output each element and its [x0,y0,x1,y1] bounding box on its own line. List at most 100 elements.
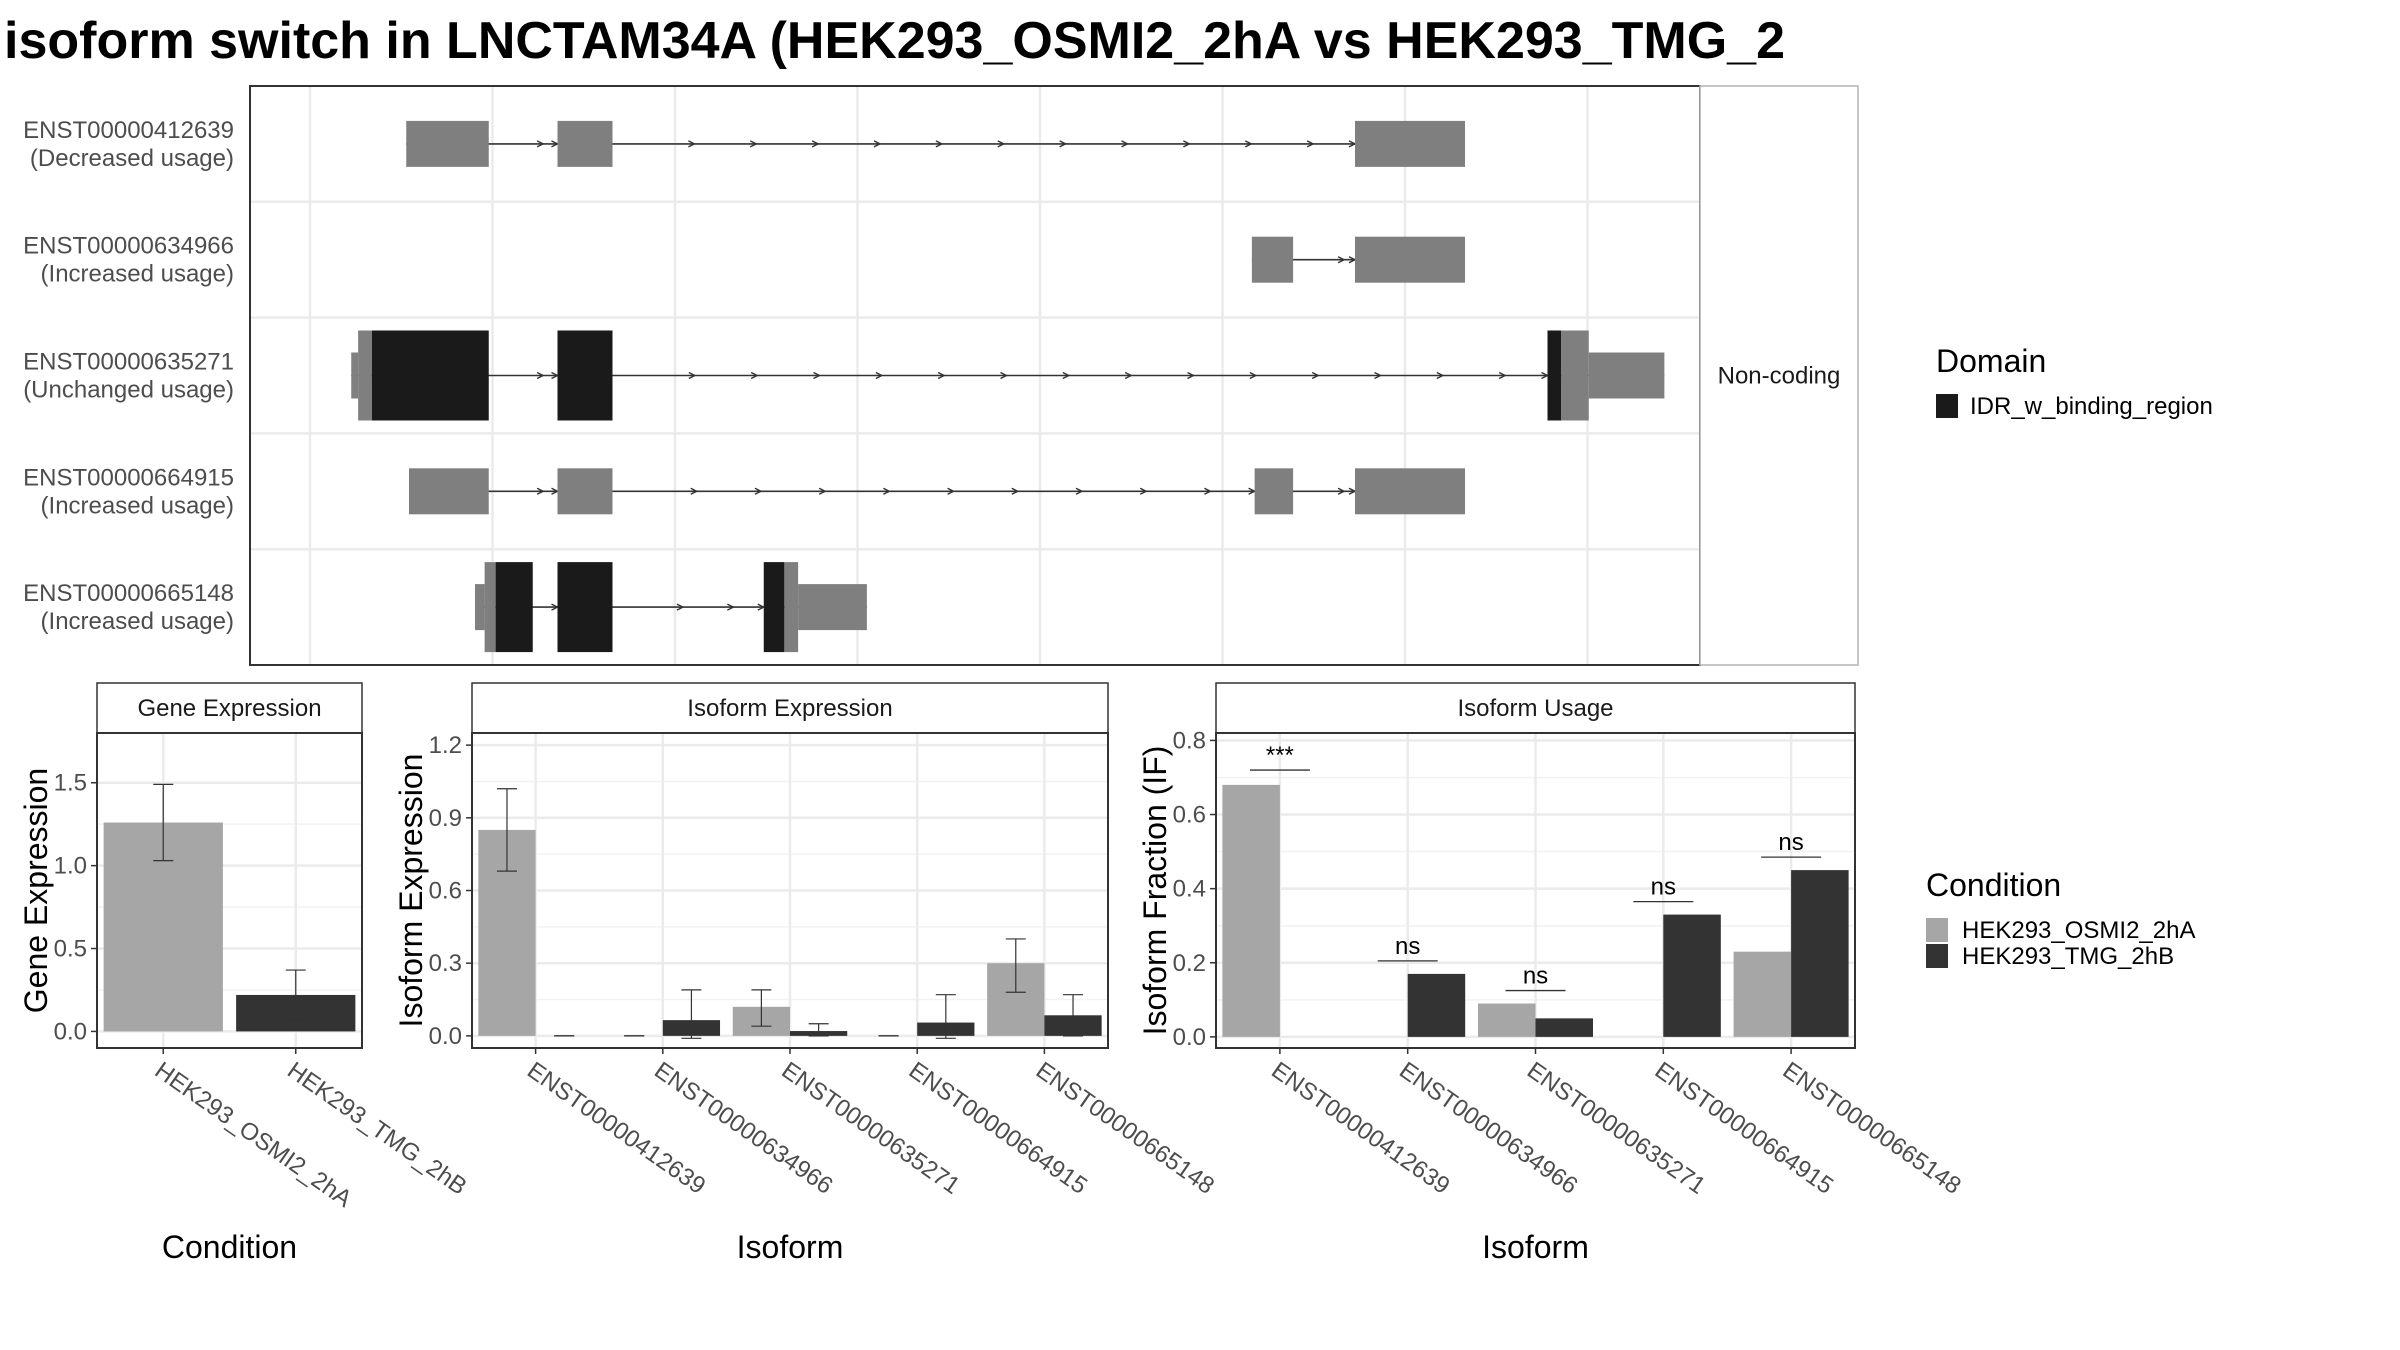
legend-label-domain: IDR_w_binding_region [1970,393,2213,420]
significance-label: ns [1395,933,1420,960]
strand-arrow [749,140,758,148]
isoform-usage-label: (Unchanged usage) [23,377,234,404]
bar [1477,1003,1536,1037]
strand-arrow [875,371,884,380]
noncoding-exon [1355,468,1465,515]
noncoding-exon [1355,236,1465,283]
x-axis-title: Isoform [737,1229,844,1265]
domain-exon [371,330,489,421]
noncoding-exon [1254,468,1294,515]
noncoding-exon [557,468,613,515]
isoform-id-label: ENST00000412639 [23,117,234,144]
legend-label-condition: HEK293_TMG_2hB [1962,943,2174,970]
facet-strip [1215,682,1856,734]
strand-arrow [676,603,685,611]
strand-arrow [1183,140,1191,148]
noncoding-exon [484,562,496,653]
y-tick-label: 0.2 [1173,950,1206,977]
facet-strip [1699,85,1859,666]
significance-label: ns [1651,874,1676,901]
strand-arrow [1000,371,1009,380]
strand-arrow [1121,140,1130,148]
strand-arrow [873,140,882,148]
x-axis-title: Condition [162,1229,297,1265]
noncoding-exon [1561,330,1589,421]
isoform-id-label: ENST00000635271 [23,349,234,376]
domain-exon [495,562,533,653]
bar [1535,1018,1594,1037]
y-tick-label: 0.3 [429,950,462,977]
noncoding-exon [409,468,489,515]
strand-arrow [688,140,696,148]
isoform-structure-panel: ENST00000412639(Decreased usage) ENST0000… [23,85,1859,666]
isoform-usage-panel: Isoform Usage0.00.20.40.60.8***nsnsnsnsE… [1137,682,1966,1265]
strand-arrow [937,371,946,380]
panel-border [96,732,363,1049]
noncoding-exon [1355,120,1465,167]
legend-label-condition: HEK293_OSMI2_2hA [1962,917,2195,944]
strand-arrow [1311,371,1320,380]
strip-label-noncoding: Non-coding [1718,363,1841,390]
domain-exon [1547,330,1562,421]
strand-arrow [1011,487,1020,495]
noncoding-exon [557,120,613,167]
isoform-usage-label: (Increased usage) [41,261,234,288]
isoform-usage-label: (Increased usage) [41,608,234,635]
strand-arrow [1337,487,1346,495]
strand-arrow [818,487,827,495]
strip-label: Isoform Expression [687,695,892,722]
isoform-track-ENST00000664915 [409,468,1465,515]
strand-arrow [1374,371,1383,380]
y-tick-label: 1.5 [54,770,87,797]
strand-arrow [1124,371,1133,380]
x-axis-title: Isoform [1482,1229,1589,1265]
strip-label: Gene Expression [137,695,321,722]
strand-arrow [1249,371,1258,380]
strand-arrow [1306,140,1315,148]
strand-arrow [1436,371,1445,380]
isoform-track-ENST00000635271 [351,330,1665,421]
y-tick-label: 0.6 [1173,802,1206,829]
bar [1733,951,1792,1037]
strand-arrow [1337,256,1346,264]
strand-arrow [1244,140,1253,148]
strand-arrow [1062,371,1071,380]
y-tick-label: 1.2 [429,732,462,759]
strand-arrow [536,371,545,380]
y-tick-label: 0.6 [429,878,462,905]
condition-legend-title: Condition [1926,867,2061,903]
isoform-usage-label: (Increased usage) [41,492,234,519]
figure-title: isoform switch in LNCTAM34A (HEK293_OSMI… [4,12,1785,70]
y-tick-label: 0.8 [1173,727,1206,754]
strip-label: Isoform Usage [1457,695,1613,722]
strand-arrow [688,371,697,380]
strand-arrow [1498,371,1507,380]
y-tick-label: 1.0 [54,853,87,880]
noncoding-exon [784,562,799,653]
strand-arrow [935,140,944,148]
strand-arrow [750,371,759,380]
noncoding-exon [798,584,867,631]
domain-exon [557,562,613,653]
y-tick-label: 0.9 [429,805,462,832]
strand-arrow [1187,371,1196,380]
y-tick-label: 0.0 [429,1023,462,1050]
isoform-id-label: ENST00000634966 [23,233,234,260]
isoform-expression-panel: Isoform Expression0.00.30.60.91.2ENST000… [393,682,1219,1265]
legend-key-condition [1926,918,1948,942]
strand-arrow [1075,487,1084,495]
isoform-usage-label: (Decreased usage) [30,145,234,172]
strand-arrow [536,487,545,495]
noncoding-exon [1588,352,1665,399]
domain-exon [557,330,613,421]
y-axis-title: Isoform Fraction (IF) [1137,746,1173,1036]
bar [1407,973,1466,1037]
legend-key-condition [1926,944,1948,968]
isoform-id-label: ENST00000665148 [23,580,234,607]
y-tick-label: 0.5 [54,936,87,963]
y-tick-label: 0.4 [1173,876,1206,903]
strand-arrow [536,140,545,148]
strand-arrow [883,487,891,495]
